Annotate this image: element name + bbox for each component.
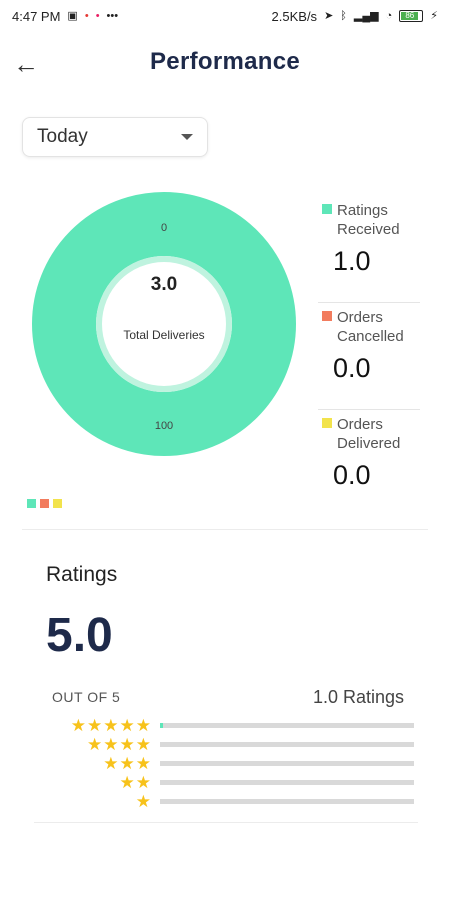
legend-label: Orders Cancelled [337,309,404,345]
star-icon: ★★★★★ [70,716,152,735]
rating-breakdown: ★★★★★ ★★★★ ★★★ ★★ ★ [60,716,420,811]
legend-label: Orders Delivered [337,416,401,452]
chevron-down-icon [181,134,193,140]
total-deliveries-label: Total Deliveries [123,328,205,342]
rating-bar [160,799,414,804]
bluetooth-icon: ᛒ [340,9,347,22]
ratings-count: 1.0 Ratings [312,687,404,707]
period-dropdown[interactable]: Today [22,117,208,157]
donut-ring [32,192,296,456]
legend-item-orders-delivered: Orders Delivered 0.0 [318,410,420,517]
notification-icon: • [95,9,100,22]
notification-icon: • [84,9,89,22]
mini-color-legend [27,499,62,508]
status-time: 4:47 PM [12,8,61,24]
deliveries-donut-chart: 0 100 3.0 Total Deliveries [32,192,296,456]
star-icon: ★★ [119,773,152,792]
ratings-out-of: OUT OF 5 [52,689,121,705]
rating-row-5: ★★★★★ [60,716,420,735]
mini-swatch [27,499,36,508]
rating-bar [160,780,414,785]
stats-legend: Ratings Received 1.0 Orders Cancelled 0.… [318,196,420,517]
rating-bar [160,761,414,766]
legend-item-ratings-received: Ratings Received 1.0 [318,196,420,303]
signal-icon: ▂▄▆ [353,9,379,22]
rating-bar [160,742,414,747]
network-speed: 2.5KB/s [271,8,318,24]
legend-item-orders-cancelled: Orders Cancelled 0.0 [318,303,420,410]
section-divider [34,822,418,823]
battery-icon: 86 [399,10,424,22]
donut-svg [32,192,296,456]
legend-swatch [322,418,332,428]
ratings-score: 5.0 [46,609,113,662]
legend-value: 0.0 [333,353,371,383]
section-divider [22,529,428,530]
rating-row-2: ★★ [60,773,420,792]
legend-value: 1.0 [333,246,371,276]
donut-top-label: 0 [160,222,168,234]
more-icon: ••• [106,9,119,22]
star-icon: ★★★ [103,754,152,773]
wifi-icon: ◔ [385,9,393,22]
donut-center [102,262,226,386]
charging-icon: ⚡ [430,9,438,22]
ratings-title: Ratings [46,563,118,586]
legend-swatch [322,311,332,321]
rating-row-4: ★★★★ [60,735,420,754]
rating-row-3: ★★★ [60,754,420,773]
page-title: Performance [149,48,301,75]
legend-swatch [322,204,332,214]
rating-bar-fill [160,723,163,728]
mini-swatch [53,499,62,508]
star-icon: ★★★★ [87,735,152,754]
app-header: ← Performance [0,40,450,88]
battery-level: 86 [401,12,419,20]
status-right: 2.5KB/s ➤ ᛒ ▂▄▆ ◔ 86 ⚡ [272,9,438,24]
legend-value: 0.0 [333,460,371,490]
total-deliveries-value: 3.0 [150,274,178,295]
rating-bar [160,723,414,728]
period-dropdown-value: Today [37,126,88,147]
donut-bottom-label: 100 [154,420,174,432]
legend-label: Ratings Received [337,202,400,238]
rating-row-1: ★ [60,792,420,811]
back-button[interactable]: ← [10,48,42,80]
star-icon: ★ [135,792,152,811]
arrow-left-icon: ← [13,48,39,79]
message-icon: ▣ [67,9,78,22]
mini-swatch [40,499,49,508]
status-left: 4:47 PM ▣ • • ••• [12,9,118,24]
status-bar: 4:47 PM ▣ • • ••• 2.5KB/s ➤ ᛒ ▂▄▆ ◔ 86 ⚡ [0,0,450,32]
location-icon: ➤ [324,9,334,22]
